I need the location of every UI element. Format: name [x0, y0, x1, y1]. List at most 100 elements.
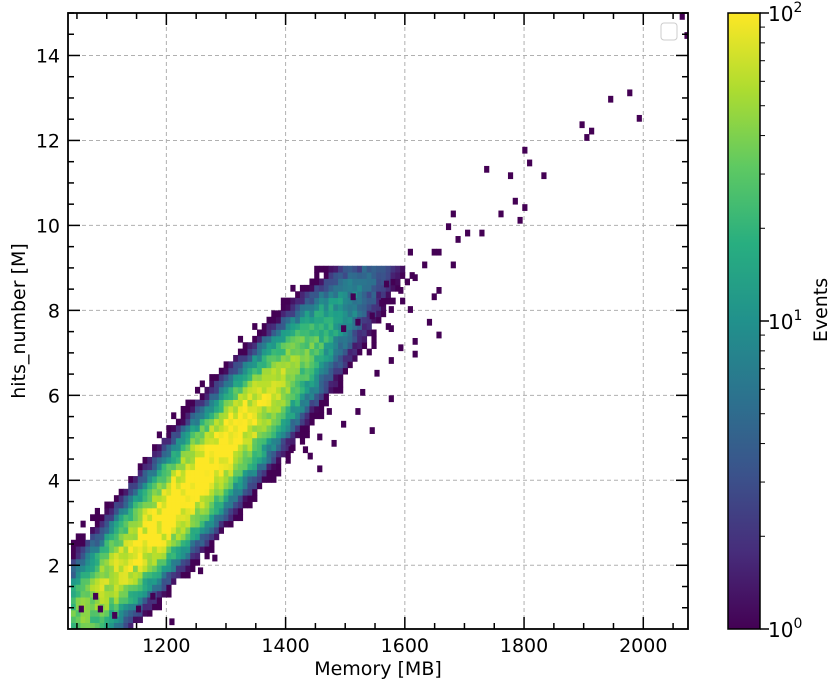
heatmap-cell [290, 323, 296, 330]
heatmap-cell [185, 552, 191, 560]
heatmap-cell [175, 456, 182, 464]
heatmap-cell [97, 605, 103, 613]
heatmap-cell [194, 520, 201, 528]
heatmap-cell [85, 552, 91, 560]
heatmap-cell [123, 616, 129, 624]
heatmap-cell [156, 603, 162, 611]
heatmap-cell [333, 316, 339, 324]
heatmap-cell [94, 514, 100, 522]
heatmap-cell [94, 571, 100, 579]
heatmap-cell [147, 578, 153, 585]
heatmap-cell [309, 393, 315, 400]
heatmap-cell [299, 367, 306, 375]
heatmap-cell [128, 495, 134, 502]
heatmap-cell [190, 501, 196, 509]
heatmap-cell [285, 374, 291, 381]
heatmap-cell [132, 501, 139, 509]
heatmap-cell [180, 431, 186, 439]
heatmap-cell [237, 380, 244, 388]
heatmap-cell [118, 584, 124, 592]
heatmap-cell [147, 552, 153, 560]
heatmap-cell [252, 450, 258, 458]
heatmap-cell [299, 399, 306, 407]
heatmap-cell [113, 578, 120, 585]
heatmap-cell [290, 412, 296, 420]
heatmap-cell [142, 546, 148, 553]
heatmap-cell [194, 437, 201, 445]
heatmap-cell [276, 335, 282, 343]
heatmap-cell [285, 304, 291, 311]
heatmap-cell [371, 291, 377, 299]
heatmap-cell [328, 367, 334, 375]
heatmap-cell [175, 488, 182, 496]
heatmap-cell [237, 514, 244, 522]
plot-frame [67, 12, 689, 630]
heatmap-cell [99, 520, 105, 528]
heatmap-cell [323, 304, 329, 311]
heatmap-cell [233, 367, 239, 375]
heatmap-cell [299, 335, 306, 343]
heatmap-cell [99, 527, 105, 534]
heatmap-cell [190, 533, 196, 541]
heatmap-cell [357, 342, 363, 350]
heatmap-cell [223, 495, 229, 502]
heatmap-cell [371, 329, 377, 337]
heatmap-cell [376, 265, 382, 273]
heatmap-cell [342, 304, 348, 311]
heatmap-cell [266, 444, 272, 451]
heatmap-cell [142, 558, 148, 566]
heatmap-cell [214, 482, 220, 490]
heatmap-cell [290, 399, 296, 407]
heatmap-cell [90, 590, 96, 598]
heatmap-cell [369, 312, 375, 320]
heatmap-cell [450, 210, 456, 218]
heatmap-cell [128, 609, 134, 617]
heatmap-cell [304, 354, 310, 362]
heatmap-cell [299, 405, 306, 413]
heatmap-cell [369, 427, 375, 434]
heatmap-cell [166, 507, 172, 515]
heatmap-cell [180, 495, 186, 502]
heatmap-cell [199, 437, 205, 445]
heatmap-cell [123, 501, 129, 509]
heatmap-cell [199, 456, 205, 464]
heatmap-cell [314, 367, 320, 375]
heatmap-cell [266, 469, 272, 477]
heatmap-cell [299, 393, 306, 400]
heatmap-cell [355, 318, 361, 326]
heatmap-cell [147, 590, 153, 598]
heatmap-cell [352, 316, 358, 324]
heatmap-cell [361, 304, 368, 311]
heatmap-cell [314, 316, 320, 324]
heatmap-cell [70, 609, 77, 617]
heatmap-cell [338, 291, 344, 299]
heatmap-cell [99, 571, 105, 579]
heatmap-cell [161, 488, 167, 496]
heatmap-cell [266, 405, 272, 413]
heatmap-cell [147, 507, 153, 515]
heatmap-cell [218, 418, 224, 426]
heatmap-cell [280, 437, 286, 445]
heatmap-cell [180, 469, 186, 477]
y-tick-label: 4 [48, 470, 60, 492]
heatmap-cell [99, 539, 105, 547]
heatmap-cell [152, 456, 158, 464]
heatmap-cell [118, 514, 124, 522]
heatmap-cell [299, 374, 306, 381]
heatmap-cell [314, 412, 320, 420]
heatmap-cell [252, 342, 258, 350]
heatmap-cell [299, 348, 306, 356]
heatmap-cell [252, 354, 258, 362]
heatmap-cell [280, 405, 286, 413]
heatmap-cell [579, 121, 585, 129]
heatmap-cell [197, 567, 204, 575]
heatmap-cell [608, 95, 614, 103]
heatmap-cell [209, 444, 215, 451]
heatmap-cell [256, 348, 263, 356]
heatmap-cell [338, 374, 344, 381]
heatmap-cell [70, 539, 77, 547]
heatmap-cell [328, 374, 334, 381]
heatmap-cell [142, 488, 148, 496]
heatmap-cell [209, 488, 215, 496]
heatmap-cell [175, 444, 182, 451]
